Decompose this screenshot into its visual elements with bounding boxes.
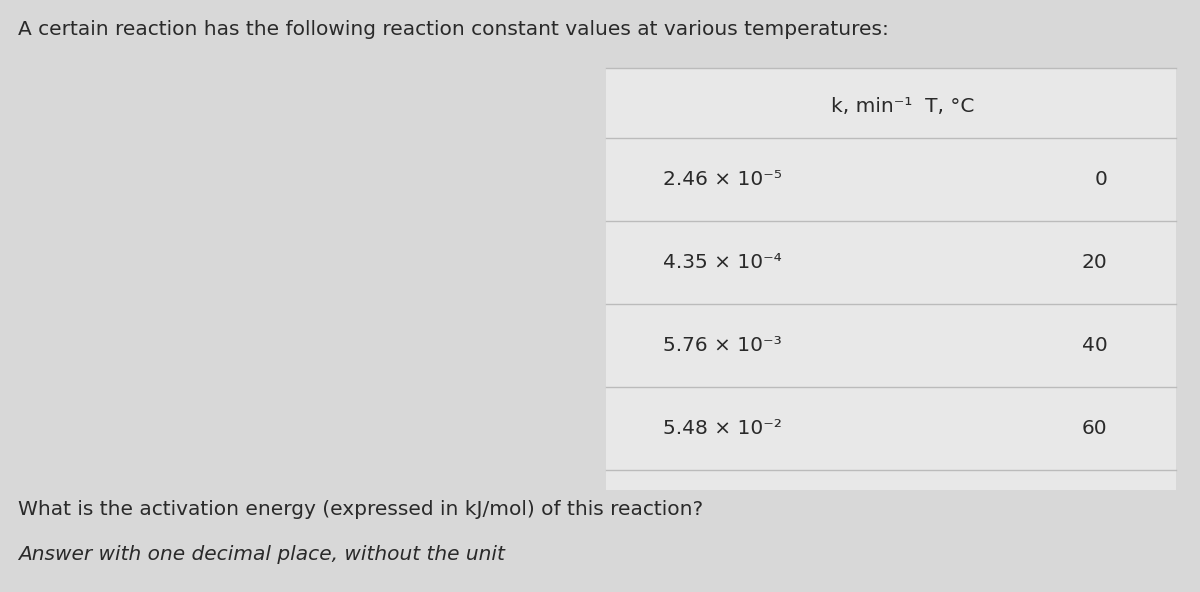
Text: 5.48 × 10⁻²: 5.48 × 10⁻² <box>662 419 782 438</box>
Text: What is the activation energy (expressed in kJ/mol) of this reaction?: What is the activation energy (expressed… <box>18 500 703 519</box>
Text: 5.76 × 10⁻³: 5.76 × 10⁻³ <box>662 336 781 355</box>
Text: 40: 40 <box>1082 336 1108 355</box>
Text: 20: 20 <box>1082 253 1108 272</box>
Text: k, min⁻¹  T, °C: k, min⁻¹ T, °C <box>830 97 974 116</box>
Text: 4.35 × 10⁻⁴: 4.35 × 10⁻⁴ <box>662 253 781 272</box>
Text: 2.46 × 10⁻⁵: 2.46 × 10⁻⁵ <box>662 170 782 189</box>
Text: 0: 0 <box>1094 170 1108 189</box>
Text: A certain reaction has the following reaction constant values at various tempera: A certain reaction has the following rea… <box>18 20 889 39</box>
Text: 60: 60 <box>1082 419 1108 438</box>
Bar <box>606 68 1176 490</box>
Text: Answer with one decimal place, without the unit: Answer with one decimal place, without t… <box>18 545 505 564</box>
